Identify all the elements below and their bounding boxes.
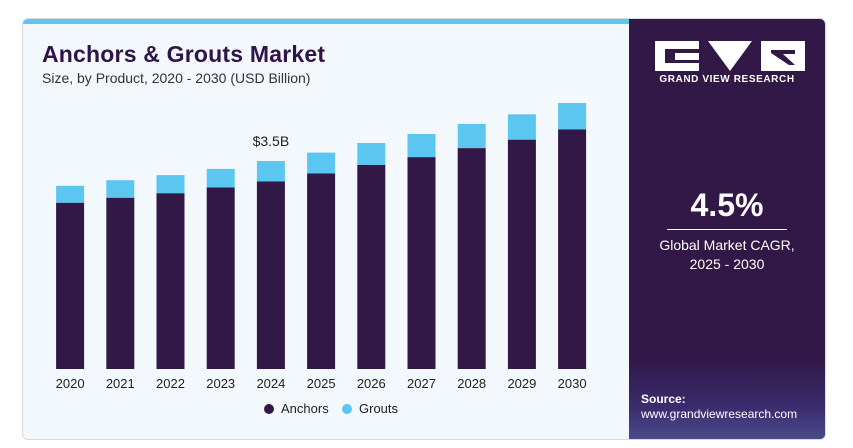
x-tick-label-2029: 2029 — [507, 376, 536, 391]
source-url[interactable]: www.grandviewresearch.com — [641, 407, 798, 421]
bar-grouts-2026 — [357, 143, 386, 165]
bar-anchors-2022 — [156, 193, 185, 369]
bar-chart: 2020 2021 2022 2023 2024 2025 2026 2027 2028 2029… — [56, 103, 587, 416]
bar-grouts-2025 — [307, 152, 336, 174]
x-tick-label-2022: 2022 — [156, 376, 185, 391]
x-tick-label-2024: 2024 — [256, 376, 285, 391]
accent-bar — [23, 19, 629, 24]
bar-grouts-2022 — [156, 175, 185, 194]
source-label: Source: — [641, 392, 686, 406]
bar-anchors-2029 — [507, 139, 536, 369]
bar-anchors-2030 — [558, 129, 587, 369]
x-tick-label-2026: 2026 — [357, 376, 386, 391]
x-tick-label-2023: 2023 — [206, 376, 235, 391]
bar-grouts-2020 — [56, 185, 85, 203]
source-background — [629, 359, 825, 439]
bar-grouts-2029 — [507, 114, 536, 140]
x-tick-label-2025: 2025 — [307, 376, 336, 391]
x-tick-label-2021: 2021 — [106, 376, 135, 391]
bar-anchors-2021 — [106, 197, 135, 369]
x-tick-label-2030: 2030 — [558, 376, 587, 391]
sidebar-panel: GRAND VIEW RESEARCH 4.5% Global Market C… — [629, 19, 825, 439]
cagr-label: Global Market CAGR, 2025 - 2030 — [659, 237, 795, 272]
legend-marker-anchors — [264, 404, 274, 414]
bar-grouts-2021 — [106, 180, 135, 198]
bar-grouts-2023 — [206, 168, 235, 188]
bar-anchors-2027 — [407, 157, 436, 369]
bar-anchors-2024 — [256, 181, 285, 369]
bar-grouts-2030 — [558, 103, 587, 130]
bar-anchors-2025 — [307, 173, 336, 369]
logo-text: GRAND VIEW RESEARCH — [659, 74, 795, 85]
bar-grouts-2027 — [407, 134, 436, 158]
x-tick-label-2020: 2020 — [56, 376, 85, 391]
chart-subtitle: Size, by Product, 2020 - 2030 (USD Billi… — [42, 70, 311, 86]
chart-panel: Anchors & Grouts Market Size, by Product… — [23, 19, 629, 439]
chart-title: Anchors & Grouts Market — [42, 41, 326, 67]
chart-card: Anchors & Grouts Market Size, by Product… — [22, 18, 826, 440]
grand-view-research-logo-icon — [655, 41, 805, 71]
legend-marker-grouts — [342, 404, 352, 414]
bar-anchors-2028 — [457, 148, 486, 369]
legend-label-anchors: Anchors — [281, 401, 329, 416]
data-label-2024: $3.5B — [253, 133, 290, 149]
bar-anchors-2020 — [56, 202, 85, 369]
cagr-value: 4.5% — [690, 187, 764, 223]
bar-grouts-2028 — [457, 123, 486, 149]
bar-anchors-2026 — [357, 165, 386, 369]
bar-grouts-2024 — [256, 161, 285, 182]
cagr-divider — [667, 229, 787, 230]
legend-label-grouts: Grouts — [359, 401, 399, 416]
x-tick-label-2028: 2028 — [457, 376, 486, 391]
x-tick-label-2027: 2027 — [407, 376, 436, 391]
bar-anchors-2023 — [206, 187, 235, 369]
